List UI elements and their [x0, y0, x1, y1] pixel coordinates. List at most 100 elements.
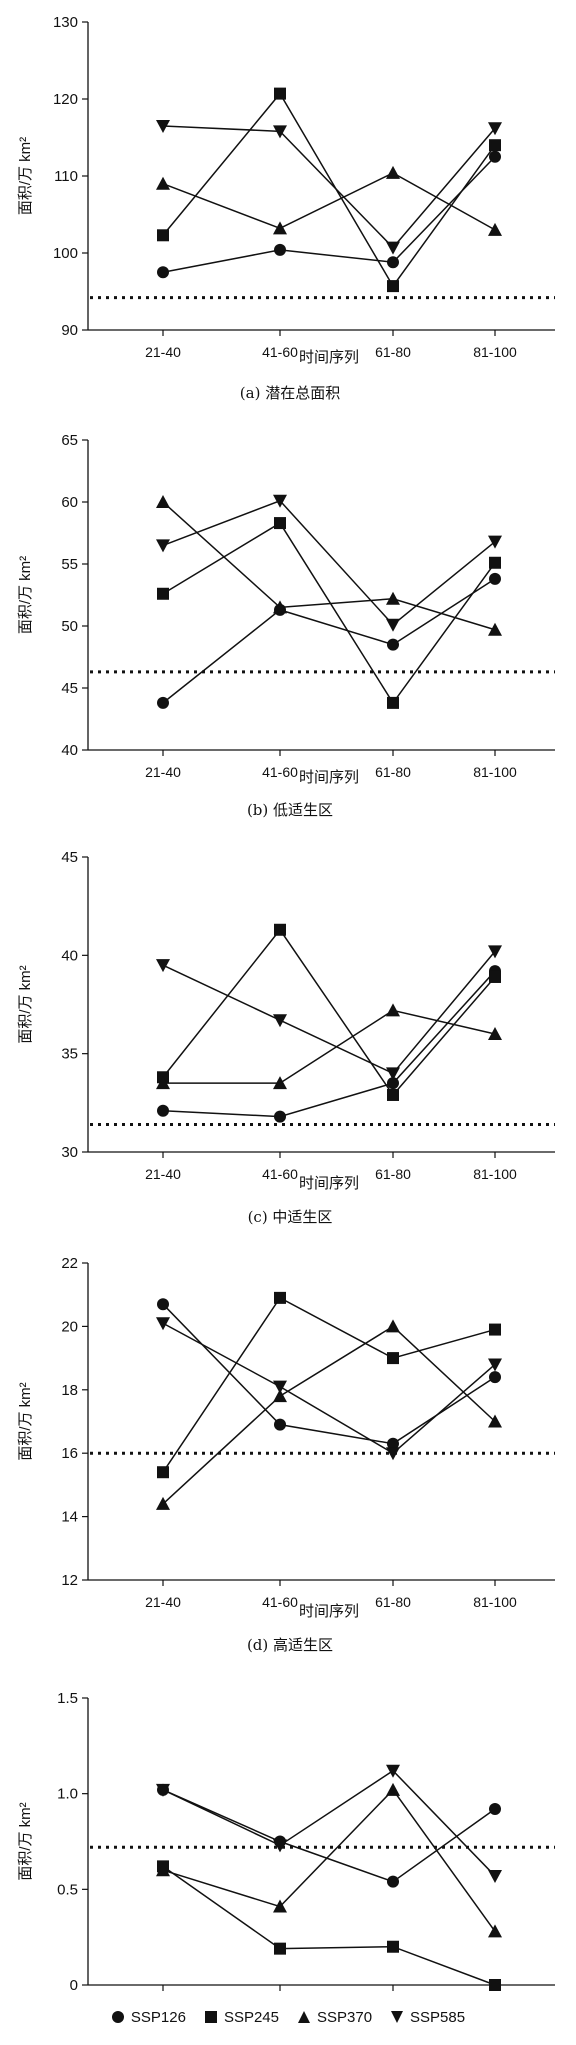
- x-axis-label: 时间序列: [299, 769, 359, 786]
- marker-square: [274, 1291, 286, 1304]
- x-axis-label: 时间序列: [299, 349, 359, 366]
- chart-panel-4: 12 14 16 18 20 22 21-40 41-60 61-80 81-100 时间序列 面积/…: [17, 1255, 555, 1654]
- series-line-ssp126: [162, 578, 496, 704]
- marker-triangle-up: [273, 1076, 287, 1090]
- marker-triangle-down: [273, 1839, 287, 1853]
- series-line-ssp245: [162, 92, 496, 288]
- marker-square: [274, 923, 286, 936]
- marker-circle: [274, 1418, 286, 1431]
- series-line-ssp370: [162, 501, 496, 631]
- legend-item-ssp585: SSP585: [390, 2009, 465, 2026]
- series-line-ssp585: [162, 499, 496, 626]
- legend-label: SSP585: [410, 2008, 466, 2026]
- marker-triangle-up: [156, 1076, 170, 1090]
- x-tick-label: 61-80: [375, 1594, 411, 1610]
- marker-triangle-down: [488, 1869, 502, 1883]
- marker-circle: [387, 638, 399, 651]
- x-tick-label: 21-40: [145, 344, 181, 360]
- marker-triangle-up: [386, 1003, 400, 1017]
- marker-circle: [489, 572, 501, 585]
- y-tick-label: 40: [61, 742, 78, 759]
- x-tick-label: 41-60: [262, 1166, 298, 1182]
- marker-triangle-down: [156, 119, 170, 133]
- x-tick-label: 61-80: [375, 1166, 411, 1182]
- marker-triangle-up: [386, 1319, 400, 1333]
- triangle-up-marker-icon: [298, 2011, 310, 2023]
- y-tick-label: 90: [61, 322, 78, 339]
- marker-triangle-up: [156, 176, 170, 190]
- legend: SSP126 SSP245 SSP370 SSP585: [0, 2002, 576, 2032]
- x-tick-label: 41-60: [262, 344, 298, 360]
- marker-circle: [387, 256, 399, 269]
- marker-circle: [157, 696, 169, 709]
- marker-square: [489, 556, 501, 569]
- marker-triangle-down: [156, 539, 170, 553]
- marker-circle: [489, 1371, 501, 1384]
- x-tick-label: 41-60: [262, 1999, 298, 2000]
- y-tick-label: 120: [53, 91, 78, 108]
- marker-triangle-up: [273, 1389, 287, 1403]
- chart-panel-3: 30 35 40 45 21-40 41-60 61-80 81-100 时间序列 面积/万 km…: [17, 849, 555, 1226]
- series-line-ssp245: [162, 928, 496, 1097]
- x-tick-label: 61-80: [375, 1999, 411, 2000]
- series-line-ssp585: [162, 1769, 496, 1877]
- y-tick-label: 0.5: [57, 1881, 78, 1898]
- marker-square: [387, 1940, 399, 1953]
- marker-circle: [157, 1104, 169, 1117]
- marker-triangle-down: [386, 618, 400, 632]
- chart-caption: (b) 低适生区: [247, 801, 333, 819]
- y-tick-label: 45: [61, 849, 78, 866]
- marker-square: [387, 1088, 399, 1101]
- chart-caption: (c) 中适生区: [248, 1208, 333, 1226]
- y-tick-label: 16: [61, 1445, 78, 1462]
- y-tick-label: 18: [61, 1382, 78, 1399]
- x-tick-label: 21-40: [145, 1594, 181, 1610]
- marker-triangle-down: [488, 535, 502, 549]
- marker-triangle-up: [488, 1027, 502, 1040]
- marker-circle: [274, 1110, 286, 1123]
- chart-caption: (a) 潜在总面积: [240, 384, 340, 402]
- x-axis-label: 时间序列: [299, 1175, 359, 1192]
- x-tick-label: 61-80: [375, 344, 411, 360]
- marker-triangle-down: [488, 1358, 502, 1372]
- series-line-ssp585: [162, 125, 496, 249]
- marker-triangle-up: [273, 600, 287, 614]
- marker-circle: [489, 1802, 501, 1815]
- marker-square: [157, 229, 169, 242]
- marker-circle: [489, 150, 501, 163]
- series-line-ssp370: [163, 1009, 496, 1084]
- y-tick-label: 55: [61, 556, 78, 573]
- marker-square: [489, 1979, 501, 1991]
- marker-square: [157, 587, 169, 600]
- series-line-ssp126: [162, 1789, 496, 1883]
- marker-square: [274, 1942, 286, 1955]
- x-tick-label: 21-40: [145, 1999, 181, 2000]
- marker-triangle-up: [488, 222, 502, 236]
- marker-triangle-up: [386, 165, 400, 179]
- marker-triangle-down: [273, 494, 287, 508]
- marker-triangle-down: [156, 1783, 170, 1797]
- triangle-down-marker-icon: [391, 2011, 404, 2023]
- y-tick-label: 12: [61, 1572, 78, 1589]
- marker-circle: [157, 1298, 169, 1311]
- y-tick-label: 110: [54, 168, 78, 185]
- y-axis-label: 面积/万 km²: [17, 965, 34, 1043]
- marker-square: [274, 517, 286, 530]
- y-tick-label: 0: [70, 1977, 78, 1994]
- marker-triangle-up: [273, 1899, 287, 1913]
- y-tick-label: 65: [61, 432, 78, 449]
- series-line-ssp126: [162, 156, 496, 273]
- x-tick-label: 21-40: [145, 1166, 181, 1182]
- x-tick-label: 41-60: [262, 764, 298, 780]
- series-line-ssp370: [162, 1325, 496, 1505]
- series-line-ssp126: [162, 970, 496, 1118]
- marker-square: [489, 970, 501, 983]
- chart-panel-1: 90 100 110 120 130 21-40 41-60 61-80 81-100 时间序列 面…: [17, 14, 555, 402]
- marker-triangle-down: [488, 945, 502, 959]
- chart-panel-2: 40 45 50 55 60 65 21-40 41-60 61-80 81-100 时间序列 面积/…: [17, 432, 555, 819]
- legend-label: SSP126: [130, 2008, 186, 2026]
- x-tick-label: 41-60: [262, 1594, 298, 1610]
- x-tick-label: 81-100: [473, 1594, 517, 1610]
- marker-triangle-up: [156, 495, 170, 508]
- marker-triangle-down: [488, 122, 502, 136]
